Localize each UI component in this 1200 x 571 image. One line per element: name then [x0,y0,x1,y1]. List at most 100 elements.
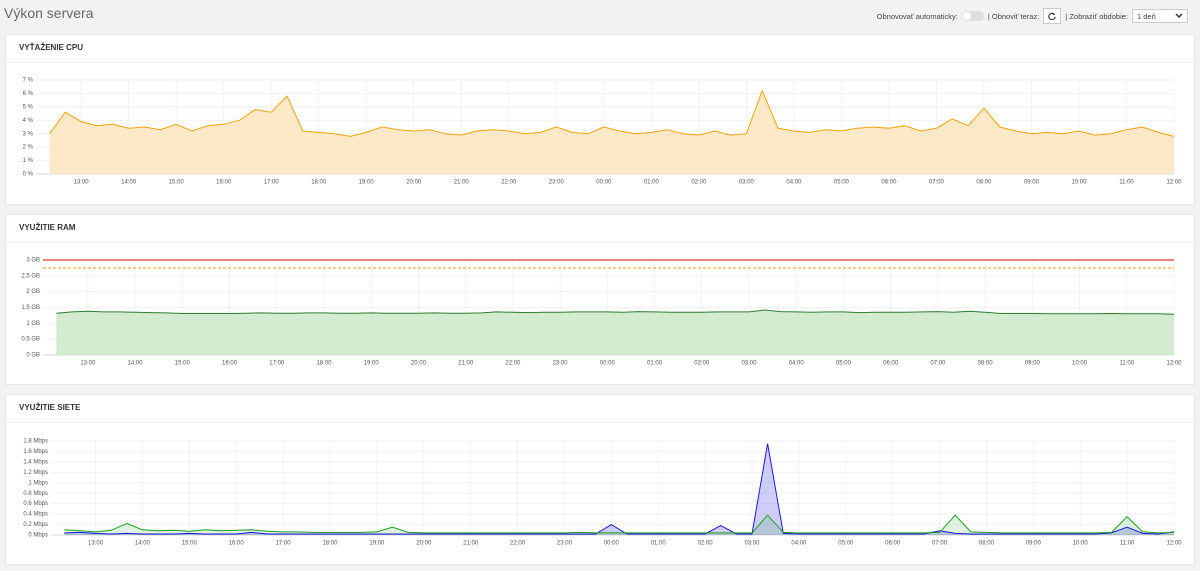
x-tick-label: 21:00 [454,180,470,186]
x-tick-label: 10:00 [1072,361,1088,367]
x-tick-label: 04:00 [791,541,807,547]
x-tick-label: 03:00 [739,180,755,186]
x-tick-label: 03:00 [741,361,757,367]
area [49,90,1174,174]
x-tick-label: 09:00 [1024,180,1040,186]
period-value: 1 deň [1137,11,1156,21]
x-tick-label: 06:00 [883,361,899,367]
line [64,443,1175,535]
chart-title: VYUŽITIE SIETE [19,403,81,412]
x-tick-label: 20:00 [416,541,432,547]
header: Výkon servera Obnovovať automaticky: | O… [0,0,1200,30]
y-tick-label: 0 % [23,172,34,178]
x-tick-label: 01:00 [647,361,663,367]
x-tick-label: 17:00 [269,361,285,367]
x-tick-label: 06:00 [881,180,897,186]
x-tick-label: 15:00 [175,361,191,367]
x-tick-label: 05:00 [836,361,852,367]
x-tick-label: 18:00 [311,180,327,186]
y-tick-label: 0.2 Mbps [23,522,48,528]
auto-refresh-label: Obnovovať automaticky: [876,11,958,21]
x-tick-label: 17:00 [264,180,280,186]
cpu-panel: 0 % 1 % 2 % 3 % 4 % 5 % 6 % 7 % 13:00 14:00 15:00 1… [5,34,1195,205]
x-tick-label: 09:00 [1026,541,1042,547]
x-tick-label: 22:00 [505,361,521,367]
x-tick-label: 09:00 [1025,361,1041,367]
x-tick-label: 12:00 [1166,541,1182,547]
y-tick-label: 1 Mbps [28,480,48,486]
x-tick-label: 12:00 [1166,180,1182,186]
y-tick-label: 2.5 GB [21,273,40,279]
x-tick-label: 19:00 [369,541,385,547]
x-tick-label: 16:00 [229,541,245,547]
y-tick-label: 3 % [23,131,34,137]
x-tick-label: 20:00 [406,180,422,186]
refresh-icon [1048,12,1057,20]
x-tick-label: 21:00 [458,361,474,367]
x-tick-label: 10:00 [1073,541,1089,547]
x-tick-label: 17:00 [276,541,292,547]
period-label: | Zobraziť obdobie: [1065,11,1128,21]
x-tick-label: 08:00 [979,541,995,547]
x-tick-label: 05:00 [834,180,850,186]
y-tick-label: 0 GB [26,353,40,359]
y-tick-label: 0.6 Mbps [23,501,48,507]
y-tick-label: 0.5 GB [21,337,40,343]
separator [6,62,1194,63]
x-tick-label: 20:00 [411,361,427,367]
y-tick-label: 1 % [23,158,34,164]
x-tick-label: 07:00 [932,541,948,547]
x-tick-label: 03:00 [744,541,760,547]
ram-panel: 0 GB 0.5 GB 1 GB 1.5 GB 2 GB 2.5 GB 3 GB 13:00 1… [5,214,1195,385]
x-tick-label: 16:00 [216,180,232,186]
x-tick-label: 16:00 [222,361,238,367]
line [64,514,1175,534]
y-tick-label: 1.8 Mbps [23,439,48,445]
x-tick-label: 02:00 [691,180,707,186]
x-tick-label: 11:00 [1119,180,1134,186]
y-tick-label: 4 % [23,118,34,124]
separator [6,422,1194,423]
refresh-button[interactable] [1043,8,1062,24]
x-tick-label: 21:00 [463,541,479,547]
x-tick-label: 23:00 [549,180,565,186]
x-tick-label: 11:00 [1120,541,1135,547]
auto-refresh-toggle[interactable] [961,11,984,21]
area [56,310,1174,355]
x-tick-label: 00:00 [604,541,620,547]
x-tick-label: 04:00 [789,361,805,367]
x-tick-label: 07:00 [929,180,945,186]
x-tick-label: 18:00 [322,541,338,547]
x-tick-label: 14:00 [128,361,144,367]
x-tick-label: 07:00 [930,361,946,367]
y-tick-label: 2 % [23,145,34,151]
y-tick-label: 7 % [23,78,34,84]
x-tick-label: 22:00 [501,180,517,186]
y-tick-label: 1.6 Mbps [23,449,48,455]
x-tick-label: 19:00 [364,361,380,367]
chart-title: VYŤAŽENIE CPU [19,43,84,52]
x-tick-label: 18:00 [316,361,332,367]
y-tick-label: 0.8 Mbps [23,491,48,497]
x-tick-label: 23:00 [553,361,569,367]
x-tick-label: 11:00 [1119,361,1134,367]
x-tick-label: 19:00 [359,180,375,186]
x-tick-label: 10:00 [1071,180,1087,186]
x-tick-label: 23:00 [557,541,573,547]
dropdown-arrow [1175,13,1183,19]
x-tick-label: 00:00 [600,361,616,367]
chart: 0 GB 0.5 GB 1 GB 1.5 GB 2 GB 2.5 GB 3 GB 13:00 1… [21,258,1182,367]
period-select[interactable]: 1 deň [1132,9,1188,23]
y-tick-label: 5 % [23,104,34,110]
x-tick-label: 14:00 [121,180,137,186]
x-tick-label: 01:00 [651,541,667,547]
x-tick-label: 22:00 [510,541,526,547]
x-tick-label: 06:00 [885,541,901,547]
x-tick-label: 15:00 [169,180,185,186]
x-tick-label: 01:00 [644,180,660,186]
y-tick-label: 6 % [23,91,34,97]
chart-title: VYUŽITIE RAM [19,223,76,232]
x-tick-label: 12:00 [1166,361,1182,367]
page-title: Výkon servera [4,5,94,21]
